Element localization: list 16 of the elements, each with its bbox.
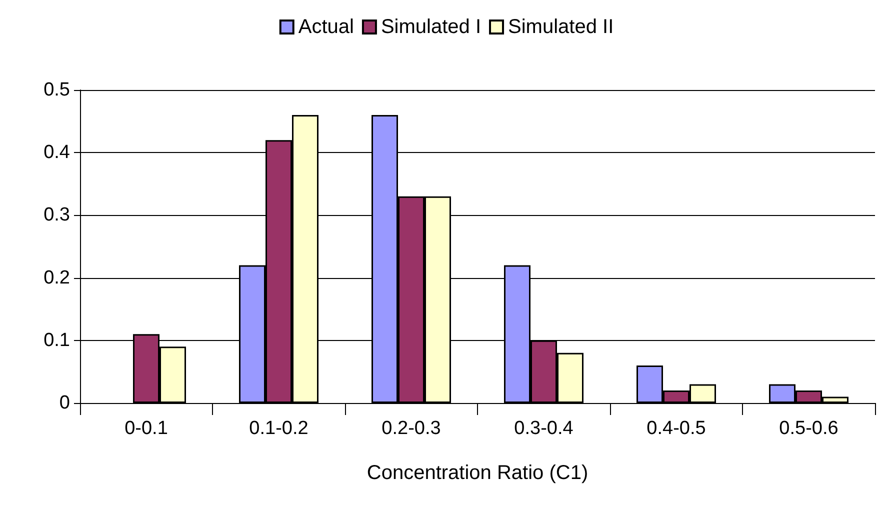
x-tick-label: 0-0.1 bbox=[124, 418, 168, 439]
y-tick-label: 0.3 bbox=[44, 204, 70, 226]
y-tick-label: 0.4 bbox=[44, 142, 70, 164]
legend-label: Actual bbox=[298, 16, 354, 38]
y-tick-label: 0.5 bbox=[44, 80, 70, 100]
y-tick-label: 0.2 bbox=[44, 267, 70, 288]
y-tick-label: 0.1 bbox=[44, 330, 70, 351]
x-axis-title: Concentration Ratio (C1) bbox=[366, 462, 588, 484]
x-tick-label: 0.1-0.2 bbox=[249, 418, 308, 439]
x-tick-label: 0.5-0.6 bbox=[779, 418, 838, 439]
x-tick-label: 0.2-0.3 bbox=[382, 418, 441, 439]
x-tick-label: 0.3-0.4 bbox=[514, 418, 574, 439]
y-tick-label: 0 bbox=[59, 392, 70, 414]
legend-label: Simulated II bbox=[508, 16, 614, 38]
legend-label: Simulated I bbox=[380, 16, 482, 38]
x-tick-label: 0.4-0.5 bbox=[646, 418, 706, 439]
